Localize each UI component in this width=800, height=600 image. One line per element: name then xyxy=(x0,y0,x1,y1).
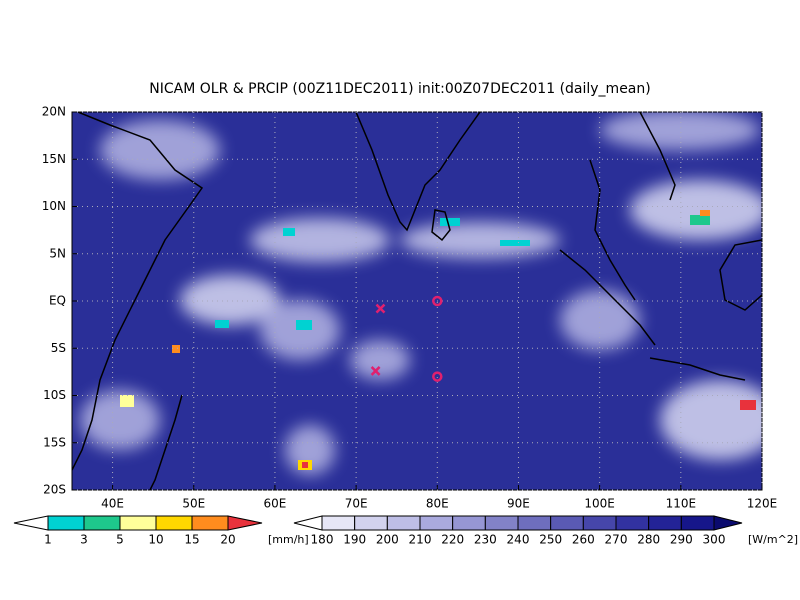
colorbar-unit: [W/m^2] xyxy=(748,533,798,546)
colorbar-label: 220 xyxy=(441,533,464,547)
marker-cross xyxy=(375,303,386,314)
y-tick-label: 5S xyxy=(51,341,66,355)
colorbar-label: 5 xyxy=(116,533,124,547)
colorbar-label: 210 xyxy=(409,533,432,547)
colorbar-label: 250 xyxy=(539,533,562,547)
x-tick-label: 90E xyxy=(507,497,530,511)
colorbar-label: 280 xyxy=(637,533,660,547)
colorbar-swatch xyxy=(517,515,552,531)
marker-cross xyxy=(370,366,381,376)
y-tick-label: EQ xyxy=(49,294,66,308)
colorbar-label: 15 xyxy=(184,533,199,547)
colorbar-swatch xyxy=(648,515,682,531)
x-tick-label: 120E xyxy=(747,497,778,511)
y-tick-label: 20N xyxy=(42,105,66,119)
colorbar-swatch xyxy=(713,515,743,531)
y-tick-label: 10N xyxy=(42,199,66,213)
colorbar-swatch xyxy=(13,515,49,531)
colorbar-label: 270 xyxy=(605,533,628,547)
marker-circle xyxy=(432,371,443,382)
colorbar-label: 190 xyxy=(343,533,366,547)
colorbar-swatch xyxy=(615,515,650,531)
chart-title: NICAM OLR & PRCIP (00Z11DEC2011) init:00… xyxy=(149,81,650,97)
map-field xyxy=(72,112,762,490)
colorbar-label: 180 xyxy=(311,533,334,547)
colorbar-swatch xyxy=(354,515,388,531)
colorbar-label: 1 xyxy=(44,533,52,547)
colorbar-swatch xyxy=(47,515,85,531)
colorbar-swatch xyxy=(419,515,454,531)
colorbar-swatch xyxy=(191,515,229,531)
colorbar-label: 290 xyxy=(670,533,693,547)
x-tick-label: 60E xyxy=(264,497,287,511)
colorbar-swatch xyxy=(155,515,193,531)
colorbar-swatch xyxy=(550,515,584,531)
colorbar-swatch xyxy=(119,515,157,531)
colorbar-swatch xyxy=(83,515,121,531)
colorbar-swatch xyxy=(484,515,519,531)
colorbar-label: 20 xyxy=(220,533,235,547)
colorbar-label: 200 xyxy=(376,533,399,547)
colorbar-swatch xyxy=(452,515,486,531)
colorbar-unit: [mm/h] xyxy=(268,533,309,546)
colorbar-label: 10 xyxy=(148,533,163,547)
y-tick-label: 20S xyxy=(43,483,66,497)
colorbar-swatch xyxy=(227,515,263,531)
y-tick-label: 15S xyxy=(43,435,66,449)
colorbar-swatch xyxy=(680,515,715,531)
x-tick-label: 100E xyxy=(584,497,615,511)
x-tick-label: 80E xyxy=(426,497,449,511)
precip-spots xyxy=(120,210,756,470)
colorbar-label: 240 xyxy=(507,533,530,547)
colorbar-swatch xyxy=(582,515,617,531)
colorbar-label: 300 xyxy=(703,533,726,547)
colorbar-swatch xyxy=(321,515,356,531)
marker-circle xyxy=(432,295,443,307)
x-tick-label: 110E xyxy=(666,497,697,511)
x-tick-label: 50E xyxy=(182,497,205,511)
colorbar-label: 3 xyxy=(80,533,88,547)
colorbar-swatch xyxy=(293,515,323,531)
y-tick-label: 5N xyxy=(49,246,66,260)
x-tick-label: 70E xyxy=(345,497,368,511)
y-tick-label: 15N xyxy=(42,152,66,166)
colorbar-label: 260 xyxy=(572,533,595,547)
colorbar-label: 230 xyxy=(474,533,497,547)
colorbar-swatch xyxy=(386,515,421,531)
y-tick-label: 10S xyxy=(43,388,66,402)
x-tick-label: 40E xyxy=(101,497,124,511)
